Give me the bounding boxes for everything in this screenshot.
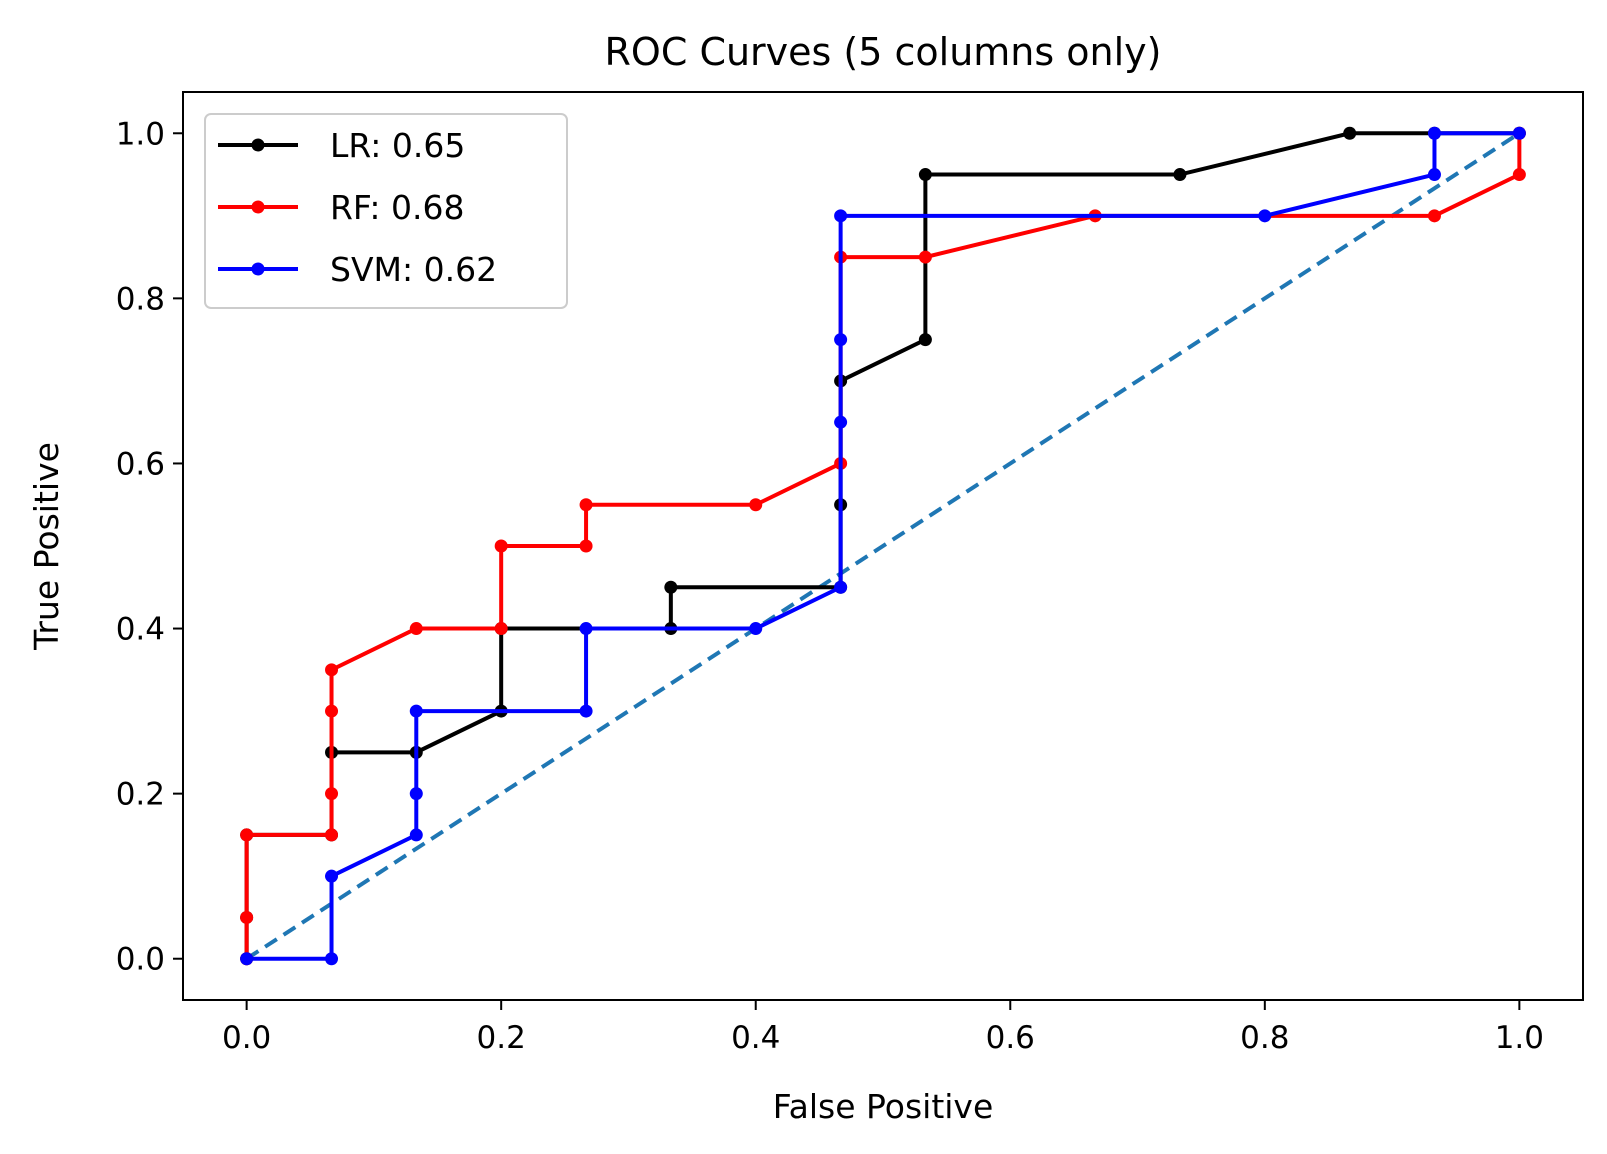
data-point: [325, 869, 339, 883]
x-axis-label: False Positive: [773, 1087, 994, 1126]
data-point: [325, 787, 339, 801]
data-point: [834, 580, 848, 594]
legend-item: SVM: 0.62: [218, 250, 497, 289]
data-point: [918, 168, 932, 182]
data-point: [579, 622, 593, 636]
data-point: [409, 787, 423, 801]
data-point: [325, 828, 339, 842]
data-point: [494, 539, 508, 553]
data-point: [409, 828, 423, 842]
x-tick-label: 0.2: [477, 1020, 526, 1056]
y-ticks: 0.0 0.2 0.4 0.6 0.8 1.0: [116, 116, 183, 978]
y-tick-label: 0.6: [116, 446, 165, 482]
data-point: [834, 209, 848, 223]
y-tick-label: 1.0: [116, 116, 165, 152]
data-point: [834, 415, 848, 429]
chance-diagonal-line: [245, 131, 1521, 961]
data-point: [1173, 168, 1187, 182]
legend-box: [204, 113, 568, 309]
data-point: [579, 498, 593, 512]
x-tick-label: 0.8: [1240, 1020, 1289, 1056]
series-2: [240, 126, 1526, 966]
data-point: [1427, 126, 1441, 140]
x-tick-label: 0.0: [222, 1020, 271, 1056]
legend-swatch-marker: [251, 262, 265, 276]
legend-swatch-marker: [251, 138, 265, 152]
plot-frame: [182, 91, 1584, 1001]
x-tick-label: 0.4: [731, 1020, 780, 1056]
data-point: [1427, 209, 1441, 223]
data-point: [1343, 126, 1357, 140]
data-point: [325, 704, 339, 718]
series-line: [244, 133, 1522, 959]
data-point: [240, 952, 254, 966]
data-point: [579, 539, 593, 553]
x-tick-label: 0.6: [986, 1020, 1035, 1056]
data-point: [579, 704, 593, 718]
legend-label: SVM: 0.62: [330, 250, 497, 289]
legend-item: RF: 0.68: [218, 188, 464, 227]
y-axis-label: True Positive: [27, 442, 66, 651]
reference-line-layer: [245, 131, 1521, 961]
data-point: [918, 250, 932, 264]
data-point: [409, 704, 423, 718]
data-point: [409, 622, 423, 636]
data-point: [918, 333, 932, 347]
x-ticks: 0.0 0.2 0.4 0.6 0.8 1.0: [222, 1000, 1544, 1056]
data-point: [325, 663, 339, 677]
data-point: [834, 333, 848, 347]
data-point: [494, 622, 508, 636]
legend-swatch-marker: [251, 200, 265, 214]
data-point: [749, 498, 763, 512]
data-point: [1512, 126, 1526, 140]
legend-items: LR: 0.65 RF: 0.68 SVM: 0.62: [218, 126, 497, 289]
legend-item: LR: 0.65: [218, 126, 465, 165]
data-point: [240, 828, 254, 842]
chart-title: ROC Curves (5 columns only): [605, 30, 1162, 74]
legend-label: LR: 0.65: [330, 126, 465, 165]
y-tick-label: 0.2: [116, 777, 165, 813]
data-point: [325, 952, 339, 966]
data-point: [1512, 168, 1526, 182]
y-tick-label: 0.4: [116, 612, 165, 648]
data-point: [664, 580, 678, 594]
data-point: [1427, 168, 1441, 182]
legend-label: RF: 0.68: [330, 188, 464, 227]
data-point: [749, 622, 763, 636]
legend: LR: 0.65 RF: 0.68 SVM: 0.62: [204, 113, 568, 309]
y-tick-label: 0.8: [116, 281, 165, 317]
data-point: [1258, 209, 1272, 223]
x-tick-label: 1.0: [1495, 1020, 1544, 1056]
data-point: [240, 910, 254, 924]
series-layer: [240, 126, 1526, 966]
y-tick-label: 0.0: [116, 942, 165, 978]
